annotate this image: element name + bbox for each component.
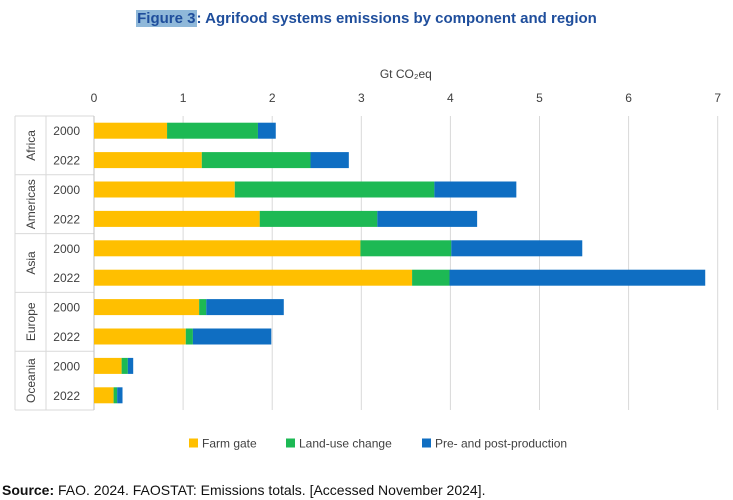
figure-title: Figure 3: Agrifood systems emissions by … (0, 10, 733, 27)
year-label: 2022 (53, 389, 80, 403)
bar-americas-2022-farm-gate (94, 210, 260, 227)
source-text: FAO. 2024. FAOSTAT: Emissions totals. [A… (54, 482, 486, 498)
bar-asia-2022-pre-and-post-production (449, 269, 706, 286)
x-tick-label: 0 (91, 91, 98, 105)
bar-oceania-2000-pre-and-post-production (127, 357, 134, 374)
x-tick-label: 4 (447, 91, 454, 105)
figure-number: Figure 3 (136, 10, 197, 27)
region-groups: 2000 2022 Africa 2000 2022 Americas 2000 2022 As… (14, 115, 95, 411)
bar-oceania-2000-farm-gate (94, 357, 122, 374)
bar-africa-2022-land-use-change (201, 152, 311, 169)
legend-label-land-use-change: Land-use change (299, 437, 392, 451)
region-label-oceania: Oceania (24, 358, 38, 403)
year-label: 2000 (53, 301, 80, 315)
year-label: 2022 (53, 154, 80, 168)
bar-oceania-2022-pre-and-post-production (117, 387, 123, 404)
x-tick-label: 1 (180, 91, 187, 105)
region-label-asia: Asia (24, 251, 38, 275)
region-label-africa: Africa (24, 130, 38, 161)
legend-label-farm-gate: Farm gate (202, 437, 257, 451)
bar-europe-2000-pre-and-post-production (206, 299, 284, 316)
bar-oceania-2022-farm-gate (94, 387, 114, 404)
bar-europe-2022-pre-and-post-production (192, 328, 272, 345)
bar-europe-2022-farm-gate (94, 328, 186, 345)
bar-europe-2000-land-use-change (199, 299, 207, 316)
bar-asia-2000-land-use-change (360, 240, 452, 257)
bar-americas-2022-pre-and-post-production (377, 210, 478, 227)
bar-europe-2022-land-use-change (185, 328, 193, 345)
stacked-bar-chart: Gt CO₂eq 0 1 2 3 4 5 6 7 2000 2022 Africa 2000 2022… (14, 67, 722, 451)
bars (94, 122, 706, 404)
x-tick-label: 6 (625, 91, 632, 105)
region-label-americas: Americas (24, 179, 38, 229)
bar-africa-2022-pre-and-post-production (310, 152, 349, 169)
bar-europe-2000-farm-gate (94, 299, 200, 316)
x-tick-label: 3 (358, 91, 365, 105)
year-label: 2022 (53, 330, 80, 344)
x-axis-title: Gt CO₂eq (380, 67, 432, 81)
region-label-europe: Europe (24, 302, 38, 341)
legend-swatch-pre-and-post-production (422, 438, 431, 448)
x-tick-label: 7 (714, 91, 721, 105)
bar-asia-2022-land-use-change (412, 269, 450, 286)
year-label: 2022 (53, 212, 80, 226)
figure-title-text: : Agrifood systems emissions by componen… (196, 10, 597, 27)
bar-africa-2000-farm-gate (94, 122, 168, 139)
bar-americas-2000-land-use-change (234, 181, 435, 198)
legend-label-pre-and-post-production: Pre- and post-production (435, 437, 567, 451)
bar-americas-2022-land-use-change (259, 210, 378, 227)
year-label: 2022 (53, 271, 80, 285)
bar-asia-2000-pre-and-post-production (451, 240, 583, 257)
x-tick-labels: 0 1 2 3 4 5 6 7 (91, 91, 722, 105)
bar-africa-2022-farm-gate (94, 152, 202, 169)
x-tick-label: 2 (269, 91, 276, 105)
bar-africa-2000-pre-and-post-production (257, 122, 276, 139)
bar-asia-2022-farm-gate (94, 269, 413, 286)
bar-americas-2000-pre-and-post-production (434, 181, 517, 198)
bar-oceania-2000-land-use-change (121, 357, 128, 374)
legend: Farm gate Land-use change Pre- and post-pr… (189, 437, 567, 451)
bar-oceania-2022-land-use-change (113, 387, 118, 404)
legend-swatch-land-use-change (286, 438, 295, 448)
year-label: 2000 (53, 124, 80, 138)
source-note: Source: FAO. 2024. FAOSTAT: Emissions to… (2, 482, 485, 498)
bar-asia-2000-farm-gate (94, 240, 361, 257)
year-label: 2000 (53, 359, 80, 373)
source-label: Source: (2, 482, 55, 498)
legend-swatch-farm-gate (189, 438, 198, 448)
year-label: 2000 (53, 183, 80, 197)
bar-africa-2000-land-use-change (167, 122, 258, 139)
x-tick-label: 5 (536, 91, 543, 105)
year-label: 2000 (53, 242, 80, 256)
bar-americas-2000-farm-gate (94, 181, 235, 198)
